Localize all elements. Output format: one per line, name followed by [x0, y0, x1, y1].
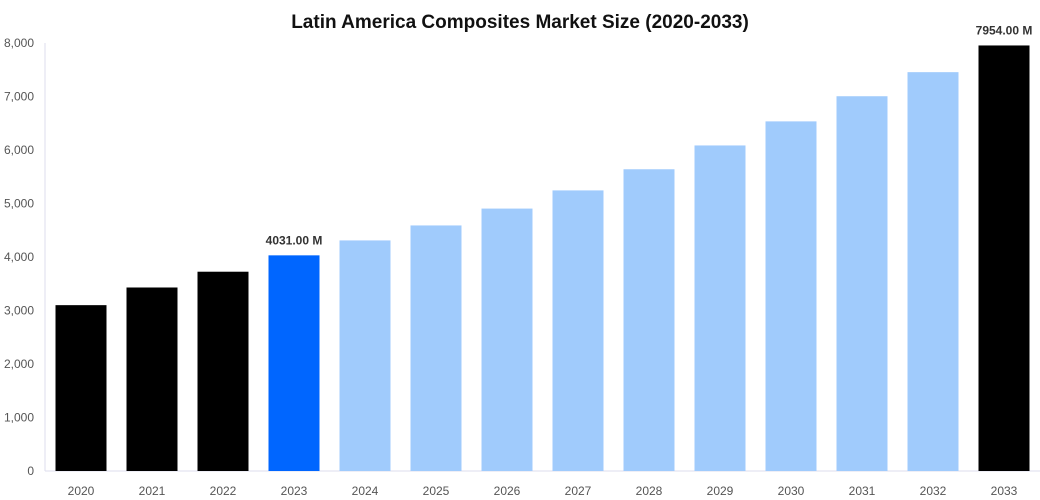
y-tick-label: 2,000 — [4, 357, 34, 371]
bar-2023 — [268, 255, 320, 471]
bar-2021 — [126, 287, 178, 471]
x-tick-label: 2029 — [707, 484, 734, 498]
bar-2032 — [907, 72, 959, 471]
data-label: 7954.00 M — [976, 23, 1033, 37]
y-tick-label: 3,000 — [4, 304, 34, 318]
x-tick-label: 2033 — [991, 484, 1018, 498]
y-tick-label: 5,000 — [4, 197, 34, 211]
data-label: 4031.00 M — [266, 233, 323, 247]
y-tick-label: 8,000 — [4, 36, 34, 50]
chart-title: Latin America Composites Market Size (20… — [291, 12, 749, 33]
y-tick-label: 7,000 — [4, 90, 34, 104]
x-tick-label: 2030 — [778, 484, 805, 498]
x-tick-label: 2022 — [210, 484, 237, 498]
x-tick-label: 2027 — [565, 484, 592, 498]
y-tick-label: 4,000 — [4, 250, 34, 264]
bar-2031 — [836, 96, 888, 472]
x-tick-label: 2026 — [494, 484, 521, 498]
bar-2026 — [481, 208, 533, 471]
y-tick-label: 6,000 — [4, 143, 34, 157]
x-tick-label: 2025 — [423, 484, 450, 498]
bar-2027 — [552, 190, 604, 471]
bar-2020 — [55, 305, 107, 471]
x-tick-label: 2028 — [636, 484, 663, 498]
x-tick-label: 2032 — [920, 484, 947, 498]
x-tick-label: 2031 — [849, 484, 876, 498]
bar-2024 — [339, 240, 391, 471]
y-tick-label: 0 — [27, 464, 34, 478]
bar-2022 — [197, 271, 249, 471]
x-tick-label: 2020 — [68, 484, 95, 498]
x-tick-label: 2023 — [281, 484, 308, 498]
x-tick-label: 2021 — [139, 484, 166, 498]
bar-2029 — [694, 145, 746, 471]
x-tick-label: 2024 — [352, 484, 379, 498]
bar-2025 — [410, 225, 462, 471]
bar-2028 — [623, 169, 675, 471]
bar-2030 — [765, 121, 817, 471]
y-tick-label: 1,000 — [4, 411, 34, 425]
bar-2033 — [978, 45, 1030, 471]
